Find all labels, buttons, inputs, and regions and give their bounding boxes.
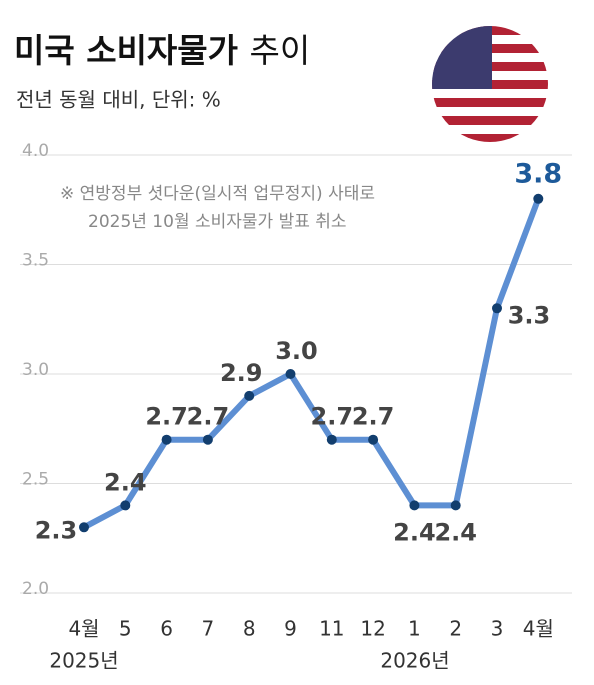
us-flag (432, 26, 548, 142)
y-tick-label: 2.0 (22, 579, 49, 599)
data-label: 2.3 (35, 516, 78, 544)
data-point (368, 434, 379, 445)
data-point (244, 390, 255, 401)
x-tick-label: 7 (202, 617, 215, 641)
data-point (409, 500, 420, 511)
data-point (285, 369, 296, 379)
data-label: 2.7 (187, 403, 230, 431)
x-tick-label: 6 (160, 617, 173, 641)
x-tick-label: 3 (491, 617, 504, 641)
year-label: 2026년 (380, 649, 449, 673)
data-point (79, 522, 89, 533)
x-tick-label: 8 (243, 617, 256, 641)
data-point (161, 434, 172, 445)
data-label: 2.7 (311, 403, 354, 431)
x-tick-label: 11 (319, 617, 344, 641)
year-label: 2025년 (49, 649, 118, 673)
data-label: 2.4 (393, 518, 436, 546)
y-tick-label: 3.0 (22, 360, 49, 380)
data-label: 3.8 (514, 158, 562, 189)
data-point (202, 434, 213, 445)
x-tick-label: 4월 (68, 617, 99, 641)
x-tick-label: 1 (408, 617, 421, 641)
x-tick-label: 4월 (523, 617, 554, 641)
data-label: 2.4 (104, 468, 147, 496)
data-label: 3.0 (275, 337, 318, 365)
line (82, 197, 542, 530)
annotation: 2025년 10월 소비자물가 발표 취소 (88, 212, 347, 232)
x-tick-label: 2 (449, 617, 462, 641)
x-tick-label: 5 (119, 617, 132, 641)
chart-title: 미국 소비자물가 추이 (14, 31, 310, 70)
data-point (326, 434, 337, 445)
x-tick-label: 12 (360, 617, 385, 641)
y-tick-label: 2.5 (22, 470, 49, 490)
y-tick-label: 4.0 (22, 141, 49, 161)
data-label: 2.7 (352, 403, 395, 431)
data-point (450, 500, 461, 511)
x-tick-label: 9 (284, 617, 297, 641)
data-point (492, 303, 502, 314)
data-label: 3.3 (508, 301, 551, 329)
y-tick-label: 3.5 (22, 251, 49, 271)
data-point (120, 500, 131, 511)
data-point (533, 193, 544, 204)
data-label: 2.9 (220, 359, 263, 387)
data-label: 2.4 (434, 518, 477, 546)
data-label: 2.7 (145, 403, 188, 431)
subtitle: 전년 동월 대비, 단위: % (16, 88, 221, 112)
annotation: ※ 연방정부 셧다운(일시적 업무정지) 사태로 (60, 184, 375, 204)
